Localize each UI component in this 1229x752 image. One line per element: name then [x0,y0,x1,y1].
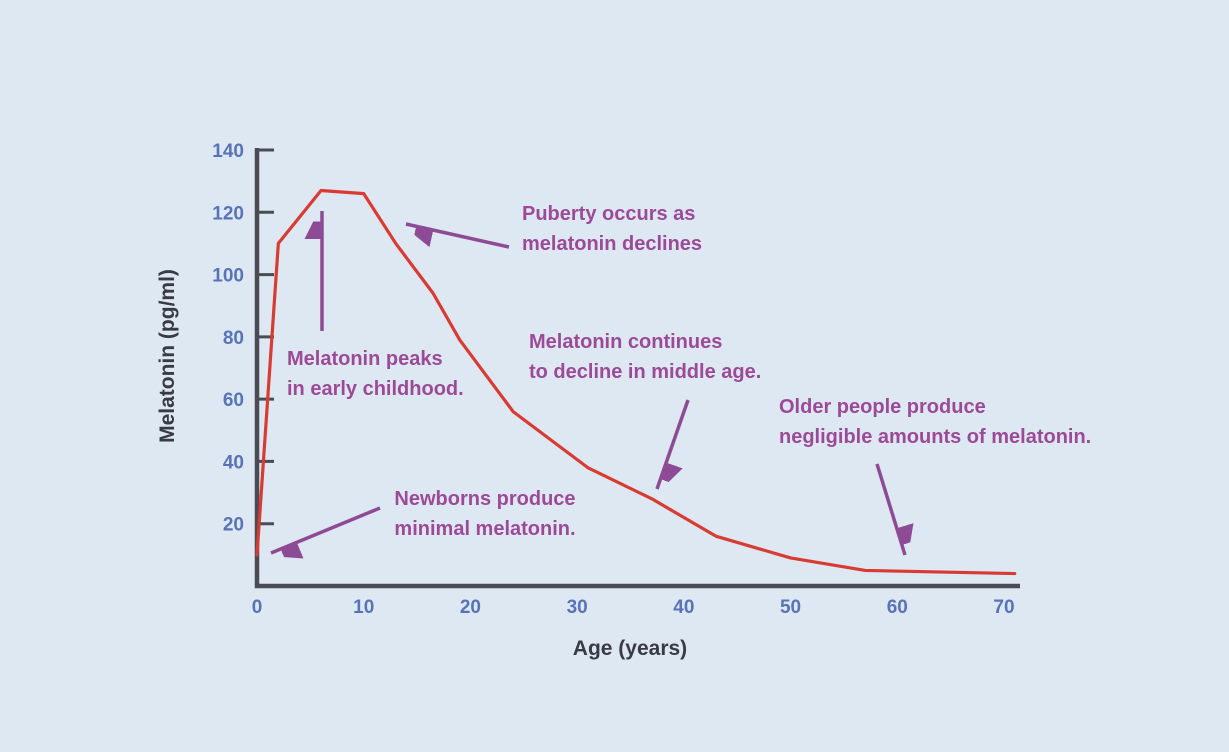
annotation-line: melatonin declines [522,233,703,255]
annotation-peaks: Melatonin peaks in early childhood. [287,344,464,404]
x-tick-label: 10 [353,597,374,618]
annotation-line: minimal melatonin. [394,518,576,540]
annotation-line: in early childhood. [287,378,464,400]
x-tick-label: 50 [780,597,801,618]
y-tick-label: 120 [212,203,244,224]
annotation-line: to decline in middle age. [529,361,762,383]
x-tick-label: 70 [993,597,1014,618]
arrow-older [875,463,905,556]
arrow-newborns [270,506,381,553]
annotation-line: Newborns produce [394,488,576,510]
annotation-middle-age: Melatonin continues to decline in middle… [529,327,761,387]
y-tick-label: 40 [223,452,244,473]
arrow-middle-age [655,399,690,490]
annotation-line: Melatonin peaks [287,348,443,370]
tick-labels: 20 40 60 80 100 120 140 0 10 20 30 40 50 60 70 [212,141,1014,618]
y-tick-label: 140 [212,141,244,162]
annotation-older: Older people produce negligible amounts … [779,392,1091,452]
annotation-line: Puberty occurs as [522,203,696,225]
axis-lines [254,148,1020,589]
x-tick-label: 40 [673,597,694,618]
annotation-newborns: Newborns produce minimal melatonin. [392,484,578,544]
annotation-line: negligible amounts of melatonin. [779,426,1092,448]
curve-melatonin-level [255,188,1017,576]
x-tick-label: 60 [887,597,908,618]
melatonin-curve [255,188,1017,576]
y-tick-label: 80 [223,328,244,349]
x-axis-title: Age (years) [573,637,687,660]
y-tick-label: 100 [212,266,244,287]
arrow-puberty [405,222,510,249]
x-tick-label: 30 [567,597,588,618]
x-tick-label: 0 [252,597,263,618]
annotation-line: Older people produce [779,396,986,418]
y-axis-title: Melatonin (pg/ml) [156,269,179,443]
y-tick-label: 60 [223,390,244,411]
y-tick-label: 20 [223,515,244,536]
annotation-line: Melatonin continues [529,331,723,353]
annotation-puberty: Puberty occurs as melatonin declines [522,199,702,259]
x-tick-label: 20 [460,597,481,618]
annotation-arrows [270,211,905,556]
